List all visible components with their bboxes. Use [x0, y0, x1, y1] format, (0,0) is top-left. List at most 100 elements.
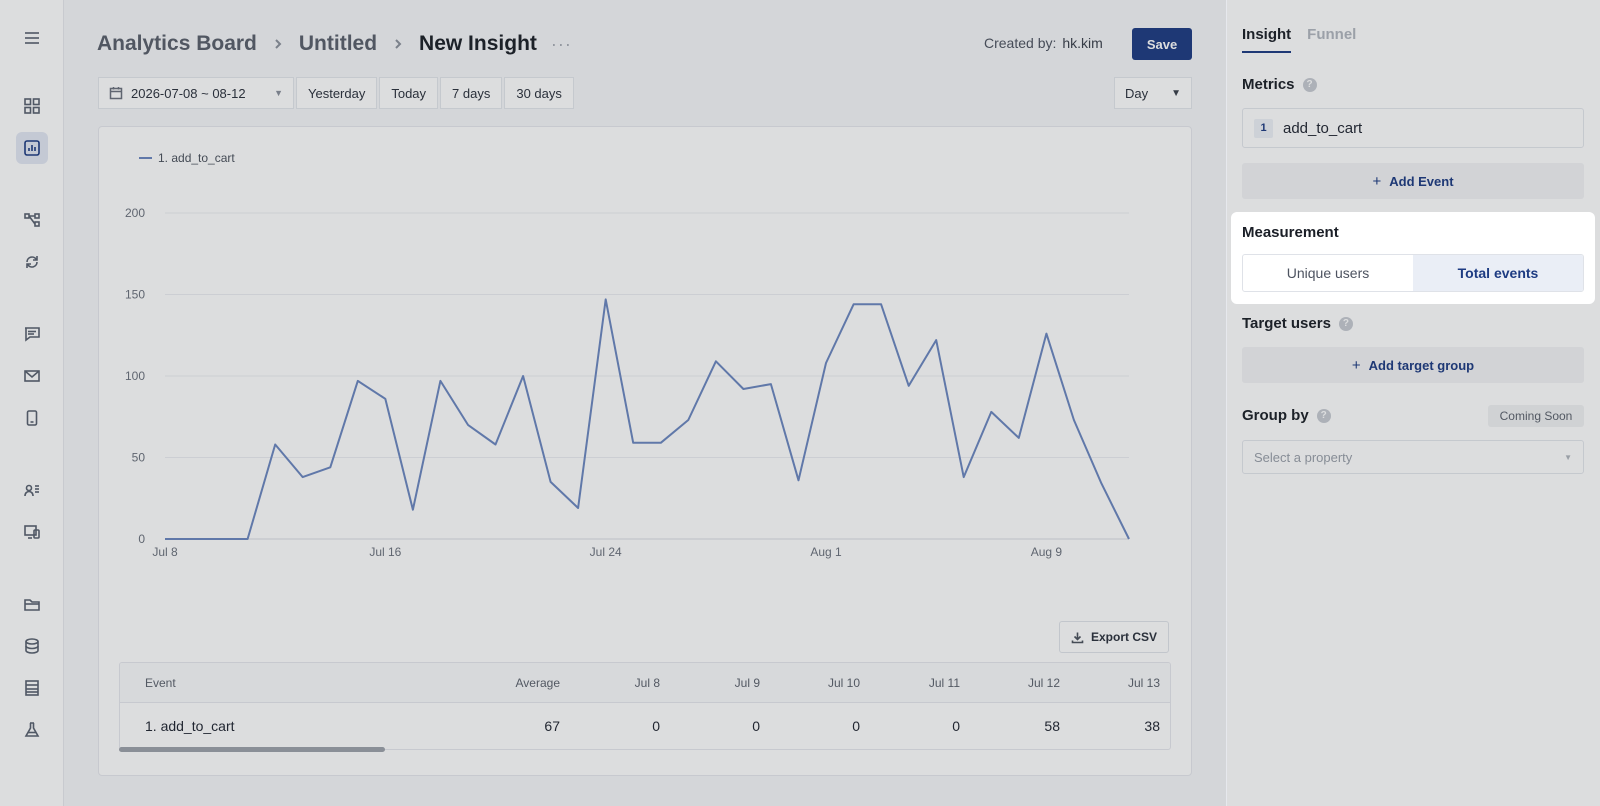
tab-insight[interactable]: Insight — [1242, 26, 1292, 53]
breadcrumb: Analytics Board Untitled New Insight ··· — [97, 30, 572, 58]
x-tick-label: Jul 24 — [590, 545, 622, 559]
devices-icon[interactable] — [16, 516, 48, 548]
interval-value: Day — [1125, 85, 1149, 101]
metric-item[interactable]: 1 add_to_cart — [1242, 108, 1584, 148]
chevron-right-icon — [269, 35, 287, 53]
cell-average: 67 — [544, 718, 560, 734]
table-row[interactable]: 1. add_to_cart 67 0 0 0 0 58 38 — [120, 703, 1170, 749]
refresh-icon[interactable] — [16, 246, 48, 278]
x-tick-label: Jul 16 — [369, 545, 401, 559]
flask-icon[interactable] — [16, 714, 48, 746]
menu-icon[interactable] — [16, 22, 48, 54]
plus-icon: + — [1372, 172, 1382, 190]
header-jul-10: Jul 10 — [827, 675, 860, 690]
mobile-icon[interactable] — [16, 402, 48, 434]
line-chart[interactable]: 0 50 100 150 200 Jul 8 Jul 16 Jul 24 Aug 1 Aug 9 — [99, 127, 1193, 587]
data-table: Event Average Jul 8 Jul 9 Jul 10 Jul 11 … — [119, 662, 1171, 750]
help-icon[interactable]: ? — [1316, 408, 1331, 423]
message-icon[interactable] — [16, 318, 48, 350]
header-average: Average — [515, 675, 560, 690]
panel-tabs: Insight Funnel — [1242, 26, 1356, 53]
chevron-down-icon: ▼ — [274, 88, 283, 98]
property-placeholder: Select a property — [1254, 449, 1353, 465]
preset-yesterday[interactable]: Yesterday — [296, 77, 378, 109]
main-area: Analytics Board Untitled New Insight ···… — [64, 0, 1225, 806]
date-range-value: 2026-07-08 ~ 08-12 — [131, 85, 246, 101]
preset-7-days[interactable]: 7 days — [440, 77, 503, 109]
measurement-label: Measurement — [1242, 224, 1339, 241]
chart-legend[interactable]: 1. add_to_cart — [139, 151, 235, 165]
coming-soon-badge: Coming Soon — [1488, 405, 1584, 427]
more-options-icon[interactable]: ··· — [550, 33, 572, 54]
measurement-section: Measurement Unique users Total events — [1231, 212, 1595, 304]
preset-30-days[interactable]: 30 days — [504, 77, 574, 109]
page-title[interactable]: New Insight — [419, 32, 537, 55]
chevron-right-icon — [389, 35, 407, 53]
legend-swatch — [139, 157, 152, 159]
folder-icon[interactable] — [16, 588, 48, 620]
header-jul-9: Jul 9 — [734, 675, 760, 690]
header-jul-11: Jul 11 — [928, 675, 960, 690]
calendar-icon — [109, 86, 123, 100]
preset-today[interactable]: Today — [379, 77, 439, 109]
add-target-label: Add target group — [1368, 357, 1475, 373]
cell-value: 0 — [652, 718, 660, 734]
cell-value: 58 — [1044, 718, 1060, 734]
legend-label: 1. add_to_cart — [158, 151, 235, 165]
measurement-toggle: Unique users Total events — [1242, 254, 1584, 292]
cell-value: 0 — [852, 718, 860, 734]
caret-down-icon: ▼ — [1171, 87, 1181, 99]
y-tick-label: 0 — [138, 532, 145, 546]
date-filter-row: 2026-07-08 ~ 08-12 ▼ Yesterday Today 7 d… — [98, 77, 574, 109]
download-icon — [1071, 632, 1084, 643]
cell-event: 1. add_to_cart — [145, 718, 235, 734]
group-by-heading: Group by ? — [1242, 407, 1331, 424]
date-range-picker[interactable]: 2026-07-08 ~ 08-12 ▼ — [98, 77, 294, 109]
breadcrumb-analytics-board[interactable]: Analytics Board — [97, 32, 257, 55]
y-tick-label: 150 — [125, 288, 145, 302]
export-csv-button[interactable]: Export CSV — [1059, 621, 1169, 653]
breadcrumb-untitled[interactable]: Untitled — [298, 32, 378, 55]
right-panel: Insight Funnel Metrics ? 1 add_to_cart +… — [1226, 0, 1600, 806]
metric-index: 1 — [1254, 118, 1273, 138]
left-sidebar — [0, 0, 64, 806]
chart-card: 1. add_to_cart 0 50 100 150 200 Jul 8 Jul 16 Ju… — [98, 126, 1192, 776]
tab-funnel[interactable]: Funnel — [1307, 26, 1357, 43]
option-total-events[interactable]: Total events — [1413, 255, 1583, 291]
add-event-button[interactable]: + Add Event — [1242, 163, 1584, 199]
add-event-label: Add Event — [1389, 173, 1454, 189]
series-line[interactable] — [165, 298, 1130, 540]
cell-value: 38 — [1144, 718, 1160, 734]
target-users-heading: Target users ? — [1242, 315, 1353, 332]
header-jul-12: Jul 12 — [1027, 675, 1060, 690]
x-tick-label: Aug 1 — [810, 545, 842, 559]
table-scrollbar[interactable] — [119, 747, 385, 752]
users-icon[interactable] — [16, 474, 48, 506]
option-unique-users[interactable]: Unique users — [1286, 265, 1370, 281]
chevron-down-icon: ▼ — [1564, 452, 1572, 462]
target-users-label: Target users — [1242, 315, 1331, 332]
metric-name: add_to_cart — [1283, 119, 1363, 137]
interval-select[interactable]: Day ▼ — [1114, 77, 1192, 109]
y-tick-label: 100 — [125, 369, 145, 383]
property-select[interactable]: Select a property ▼ — [1242, 440, 1584, 474]
dashboard-icon[interactable] — [16, 90, 48, 122]
table-header: Event Average Jul 8 Jul 9 Jul 10 Jul 11 … — [120, 663, 1170, 703]
x-tick-label: Aug 9 — [1031, 545, 1063, 559]
cell-value: 0 — [952, 718, 960, 734]
metrics-label: Metrics — [1242, 76, 1295, 93]
y-tick-label: 50 — [132, 451, 146, 465]
header-jul-13: Jul 13 — [1127, 675, 1160, 690]
header-event: Event — [145, 675, 176, 690]
add-target-group-button[interactable]: + Add target group — [1242, 347, 1584, 383]
database-icon[interactable] — [16, 630, 48, 662]
created-by-label: Created by: — [984, 35, 1057, 51]
save-button[interactable]: Save — [1132, 28, 1192, 60]
table-icon[interactable] — [16, 672, 48, 704]
help-icon[interactable]: ? — [1302, 77, 1317, 92]
chart-icon[interactable] — [16, 132, 48, 164]
flow-icon[interactable] — [16, 204, 48, 236]
mail-icon[interactable] — [16, 360, 48, 392]
group-by-label: Group by — [1242, 407, 1309, 424]
help-icon[interactable]: ? — [1338, 316, 1353, 331]
